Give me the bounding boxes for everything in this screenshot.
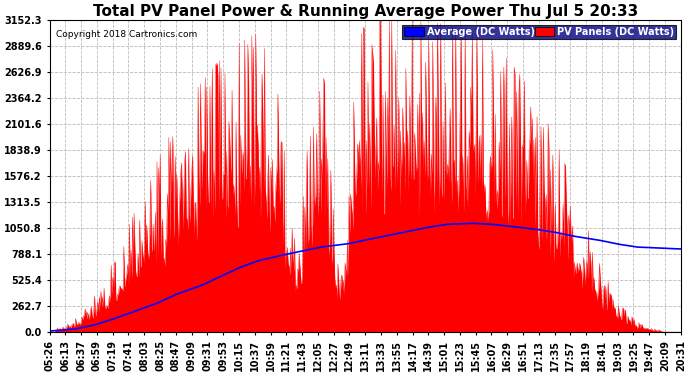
Title: Total PV Panel Power & Running Average Power Thu Jul 5 20:33: Total PV Panel Power & Running Average P…: [92, 4, 638, 19]
Legend: Average (DC Watts), PV Panels (DC Watts): Average (DC Watts), PV Panels (DC Watts): [402, 25, 676, 39]
Text: Copyright 2018 Cartronics.com: Copyright 2018 Cartronics.com: [56, 30, 197, 39]
